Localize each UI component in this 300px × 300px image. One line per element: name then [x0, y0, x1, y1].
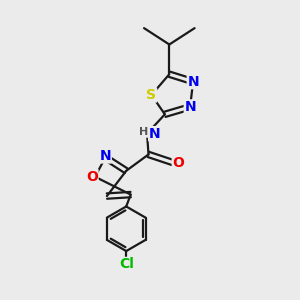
Text: N: N	[184, 100, 196, 114]
Text: Cl: Cl	[119, 257, 134, 272]
Text: N: N	[148, 127, 160, 141]
Text: N: N	[187, 75, 199, 88]
Text: N: N	[100, 149, 111, 163]
Text: O: O	[86, 170, 98, 184]
Text: H: H	[140, 127, 149, 137]
Text: O: O	[172, 156, 184, 170]
Text: S: S	[146, 88, 157, 102]
